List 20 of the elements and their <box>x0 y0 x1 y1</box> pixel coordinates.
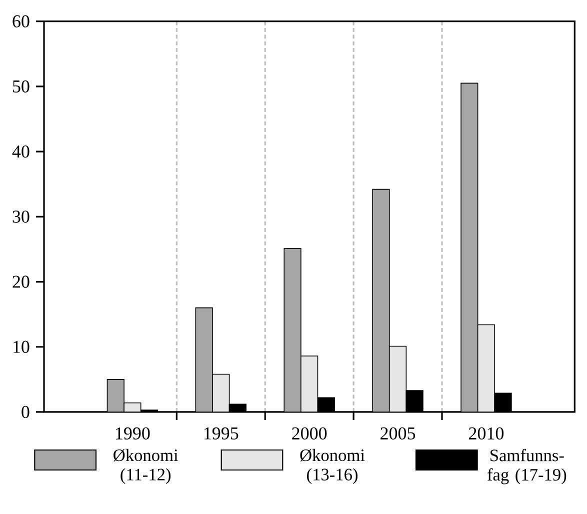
x-tick-label: 1990 <box>116 427 150 440</box>
bar <box>460 82 478 412</box>
x-tick-label: 2000 <box>292 427 327 440</box>
y-tick-label: 30 <box>12 210 30 223</box>
y-tick-label: 0 <box>22 406 30 418</box>
legend-label: Økonomi (13-16) <box>300 448 365 484</box>
x-tick-label: 1995 <box>204 427 238 440</box>
bar <box>372 188 390 412</box>
y-tick-label: 60 <box>12 15 30 28</box>
y-tick-label: 20 <box>12 276 30 288</box>
x-tick-label: 2005 <box>380 427 416 440</box>
y-tick-label: 50 <box>13 80 30 93</box>
x-tick-label: 2010 <box>469 427 504 440</box>
bar <box>106 379 124 412</box>
legend-label: Økonomi (11-12) <box>114 448 178 484</box>
y-tick-label: 10 <box>14 340 30 353</box>
bar <box>195 307 213 412</box>
bar <box>284 248 302 412</box>
y-tick-label: 40 <box>12 145 30 158</box>
legend-label: Samfunns-fag (17-19) <box>488 448 566 484</box>
